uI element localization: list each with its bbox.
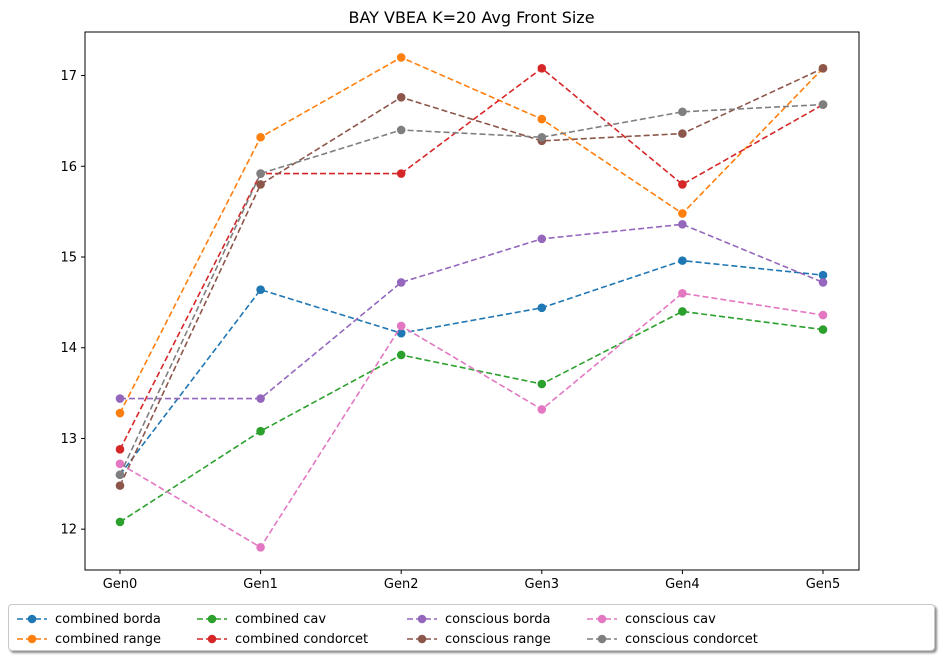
legend-item: conscious borda — [405, 610, 551, 628]
legend-swatch — [587, 634, 617, 644]
data-point — [256, 180, 265, 189]
legend-item: combined condorcet — [195, 630, 368, 648]
legend-item: combined borda — [15, 610, 161, 628]
series-line — [120, 223, 824, 400]
series-line — [119, 56, 824, 414]
legend: combined borda combined range combined cav… — [8, 604, 935, 651]
chart-title: BAY VBEA K=20 Avg Front Size — [348, 8, 594, 27]
data-point — [818, 278, 828, 287]
series-line — [119, 67, 824, 450]
x-tick-label: Gen5 — [806, 577, 841, 592]
x-tick-label: Gen0 — [103, 577, 138, 592]
data-point — [256, 394, 265, 403]
data-point — [396, 53, 406, 62]
data-point — [115, 445, 125, 454]
series-line — [119, 67, 824, 486]
y-tick-label: 13 — [60, 432, 77, 447]
y-tick-label: 15 — [60, 250, 77, 265]
axis-layer: Gen0 Gen1 Gen2 Gen3 Gen4 Gen5 12 13 14 15 16 17 — [60, 69, 840, 592]
legend-label: conscious cav — [625, 611, 716, 627]
data-point — [396, 350, 406, 360]
data-point — [115, 481, 125, 490]
legend-label: combined borda — [55, 611, 161, 627]
series-conscious-range — [115, 63, 828, 490]
series-line — [119, 259, 824, 476]
legend-item: combined range — [15, 630, 161, 648]
data-point — [678, 220, 687, 229]
legend-swatch — [197, 614, 227, 624]
data-point — [818, 63, 828, 73]
x-tick-label: Gen3 — [525, 577, 560, 592]
legend-item: conscious condorcet — [585, 630, 758, 648]
series-conscious-borda — [115, 220, 828, 403]
data-point — [396, 169, 406, 178]
data-point — [115, 517, 125, 527]
data-point — [537, 405, 547, 414]
plot-frame — [84, 31, 860, 571]
legend-swatch — [17, 634, 47, 644]
y-tick-label: 17 — [60, 69, 77, 84]
series-conscious-cav — [115, 288, 828, 552]
data-point — [537, 114, 547, 124]
y-tick-label: 16 — [60, 160, 77, 175]
data-point — [115, 408, 125, 418]
legend-label: conscious range — [445, 631, 551, 647]
legend-swatch — [407, 614, 437, 624]
legend-label: conscious condorcet — [625, 631, 758, 647]
legend-swatch — [407, 634, 437, 644]
x-tick-label: Gen4 — [665, 577, 700, 592]
legend-label: combined range — [55, 631, 162, 647]
series-line — [119, 103, 824, 476]
data-point — [678, 180, 687, 189]
y-tick-label: 14 — [60, 341, 77, 356]
series-layer — [115, 53, 828, 552]
data-point — [115, 470, 125, 480]
series-line — [119, 310, 824, 523]
data-point — [115, 459, 125, 469]
data-point — [537, 234, 547, 244]
data-point — [678, 107, 687, 117]
data-point — [537, 379, 547, 389]
data-point — [396, 328, 406, 338]
x-tick-label: Gen2 — [384, 577, 419, 592]
data-point — [537, 303, 547, 313]
data-point — [678, 288, 687, 298]
data-point — [256, 285, 265, 294]
data-point — [818, 310, 828, 320]
data-point — [256, 169, 265, 178]
legend-item: conscious cav — [585, 610, 716, 628]
data-point — [396, 125, 406, 135]
series-line — [119, 292, 824, 549]
legend-swatch — [17, 614, 47, 624]
data-point — [256, 426, 265, 436]
data-point — [256, 543, 265, 552]
data-point — [115, 394, 125, 403]
legend-swatch — [197, 634, 227, 644]
y-tick-label: 12 — [60, 523, 77, 538]
data-point — [256, 132, 265, 142]
data-point — [537, 63, 547, 73]
legend-label: combined cav — [235, 611, 327, 627]
legend-label: conscious borda — [445, 611, 551, 627]
data-point — [818, 325, 828, 334]
x-tick-label: Gen1 — [243, 577, 278, 592]
data-point — [678, 256, 687, 265]
legend-item: combined cav — [195, 610, 326, 628]
data-point — [537, 132, 547, 142]
series-combined-cav — [115, 307, 828, 527]
legend-item: conscious range — [405, 630, 551, 648]
data-point — [678, 209, 687, 218]
data-point — [678, 307, 687, 316]
data-point — [396, 321, 406, 331]
data-point — [396, 93, 406, 102]
series-conscious-condorcet — [115, 100, 828, 480]
data-point — [818, 270, 828, 280]
data-point — [818, 100, 828, 109]
legend-swatch — [587, 614, 617, 624]
legend-label: combined condorcet — [235, 631, 369, 647]
data-point — [396, 278, 406, 287]
data-point — [678, 129, 687, 138]
